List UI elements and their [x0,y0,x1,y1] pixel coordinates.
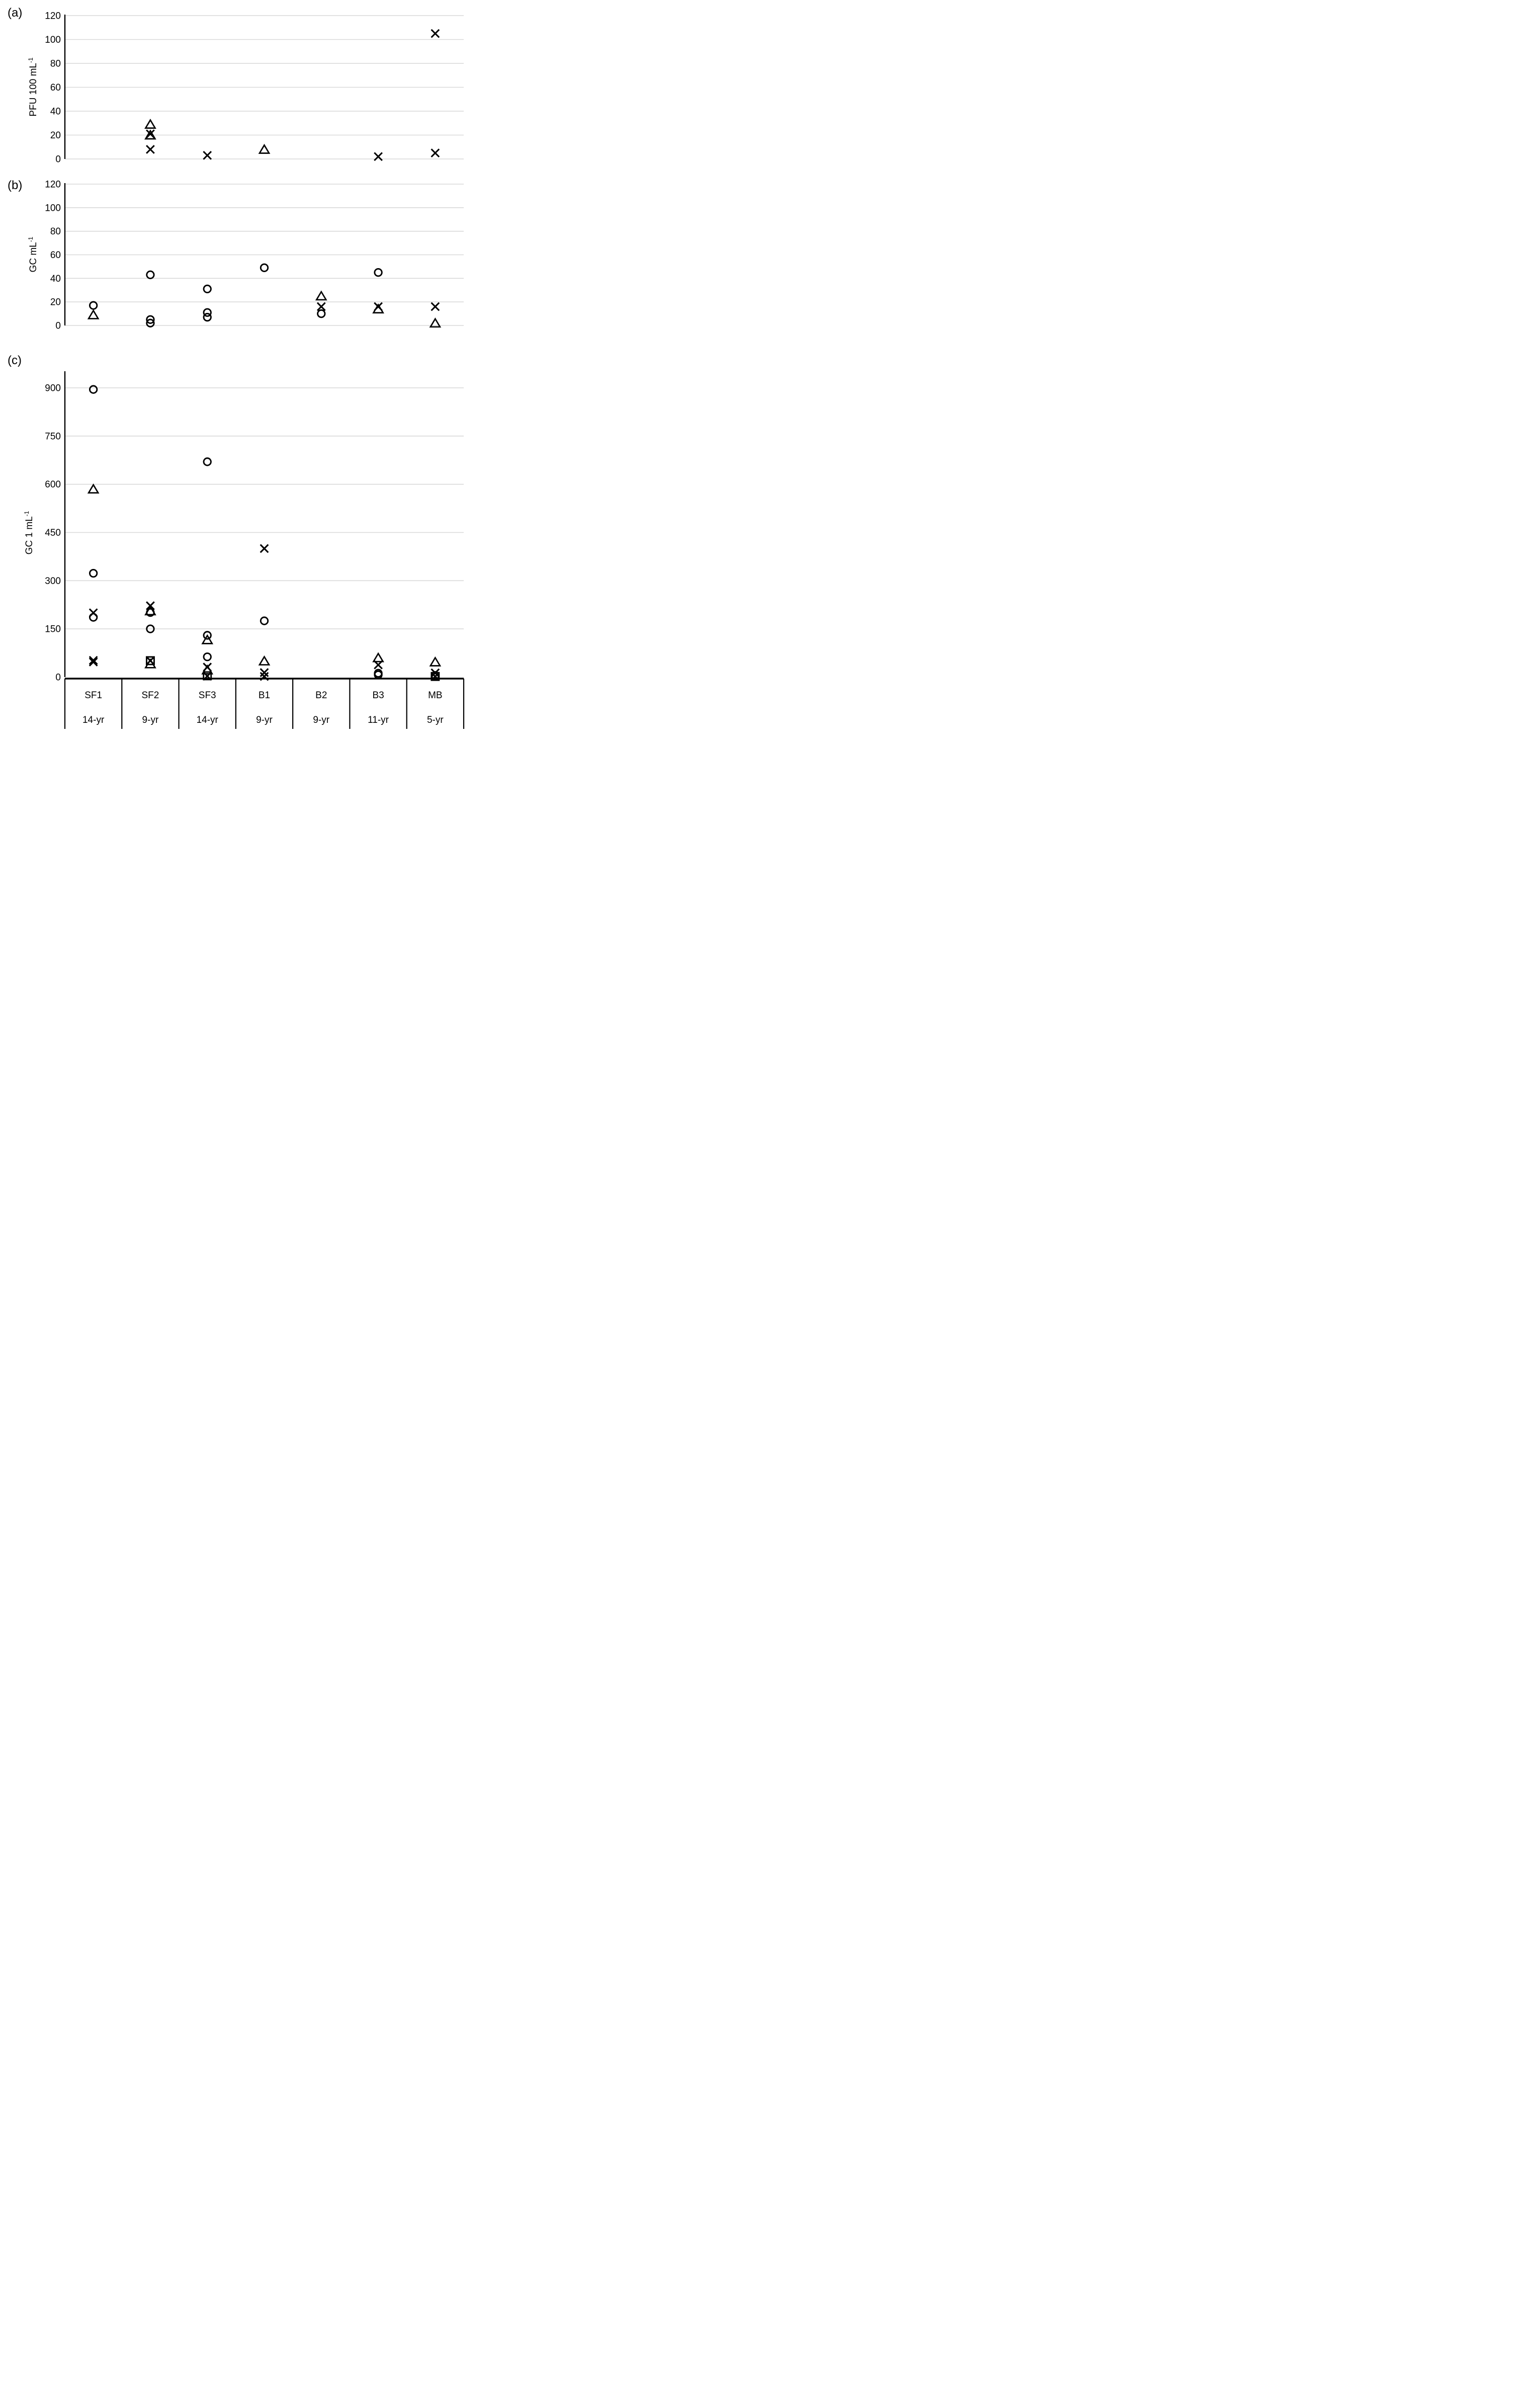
category-age-label: 5-yr [427,715,444,725]
y-axis-title-b-sup: -1 [27,236,34,242]
triangle-marker-icon [258,143,271,154]
cross-marker-icon [374,660,383,670]
y-tick-label: 0 [55,673,61,683]
chart-canvas: 0 20 40 60 80 100 120 0 20 40 60 80 100 120 0 150 300 450… [45,11,465,729]
cross-marker-icon [203,150,212,160]
circle-marker-icon [203,284,212,294]
y-axis-title-b: GC mL-1 [27,237,39,273]
y-axis-title-c: GC 1 mL-1 [23,511,35,555]
circle-marker-icon [203,312,212,322]
triangle-marker-icon [201,664,214,675]
y-tick-label: 80 [50,59,61,69]
triangle-marker-icon [201,634,214,644]
y-tick-label: 60 [50,82,61,93]
panel-label-b: (b) [8,179,23,192]
circle-marker-icon [89,385,98,394]
cross-marker-icon [374,152,383,161]
cross-marker-icon [89,655,98,665]
y-tick-label: 750 [45,431,61,442]
y-tick-label: 150 [45,624,61,635]
category-site-label: B3 [372,690,384,701]
triangle-marker-icon [429,317,442,328]
y-tick-label: 100 [45,35,61,45]
circle-marker-icon [146,624,155,633]
circle-marker-icon [146,315,155,324]
category-site-label: SF1 [84,690,102,701]
category-age-label: 14-yr [82,715,105,725]
cross-marker-icon [260,668,269,677]
category-age-label: 9-yr [142,715,159,725]
circle-marker-icon [260,616,269,625]
y-tick-label: 120 [45,180,61,190]
y-axis-title-c-text: GC 1 mL [24,516,35,555]
triangle-marker-icon [144,658,156,669]
y-tick-label: 450 [45,528,61,538]
cross-marker-icon [260,544,269,553]
circle-marker-icon [89,301,98,310]
y-tick-label: 20 [50,130,61,141]
triangle-marker-icon [144,118,156,129]
triangle-marker-icon [87,309,100,319]
circle-marker-icon [374,268,383,277]
cross-marker-icon [431,29,440,38]
y-tick-label: 0 [55,154,61,165]
y-tick-label: 900 [45,383,61,394]
y-tick-label: 120 [45,11,61,22]
cross-marker-icon [89,657,98,667]
cross-marker-icon [431,302,440,311]
circle-marker-icon [89,613,98,622]
triangle-marker-icon [258,655,271,666]
circle-marker-icon [203,652,212,661]
scatter-figure: 0 20 40 60 80 100 120 0 20 40 60 80 100 120 0 150 300 450… [0,0,473,737]
square-marker-icon [145,656,155,666]
y-tick-label: 60 [50,250,61,261]
circle-marker-icon [89,568,98,578]
square-marker-icon [203,671,212,681]
y-axis-title-a: PFU 100 mL-1 [27,57,39,116]
triangle-marker-icon [87,483,100,494]
category-age-label: 9-yr [256,715,273,725]
circle-marker-icon [203,308,212,317]
circle-marker-icon [203,457,212,466]
cross-marker-icon [431,148,440,158]
circle-marker-icon [317,309,326,318]
y-axis-title-a-text: PFU 100 mL [28,63,39,117]
y-axis-title-b-text: GC mL [28,242,39,273]
y-tick-label: 100 [45,203,61,213]
cross-marker-icon [316,302,326,311]
triangle-marker-icon [372,652,384,662]
triangle-marker-icon [372,303,384,314]
y-axis-title-c-sup: -1 [23,511,30,517]
category-site-label: MB [428,690,443,701]
y-tick-label: 80 [50,226,61,237]
circle-marker-icon [146,318,155,327]
circle-marker-icon [146,270,155,279]
circle-marker-icon [260,263,269,272]
circle-marker-icon [146,608,155,617]
y-tick-label: 40 [50,107,61,117]
category-site-label: B1 [259,690,270,701]
y-tick-label: 600 [45,479,61,490]
triangle-marker-icon [315,290,327,301]
category-site-label: B2 [315,690,327,701]
cross-marker-icon [146,145,155,154]
square-marker-icon [431,672,440,681]
triangle-marker-icon [144,129,156,140]
category-age-label: 14-yr [197,715,219,725]
panel-label-c: (c) [8,354,22,367]
triangle-marker-icon [429,656,442,667]
category-age-label: 11-yr [368,715,389,725]
y-tick-label: 300 [45,576,61,587]
panel-label-a: (a) [8,6,23,20]
y-tick-label: 40 [50,274,61,284]
y-tick-label: 0 [55,321,61,332]
y-tick-label: 20 [50,297,61,308]
category-age-label: 9-yr [313,715,329,725]
category-site-label: SF3 [199,690,216,701]
category-site-label: SF2 [141,690,159,701]
y-axis-title-a-sup: -1 [27,57,34,63]
circle-marker-icon [203,631,212,640]
